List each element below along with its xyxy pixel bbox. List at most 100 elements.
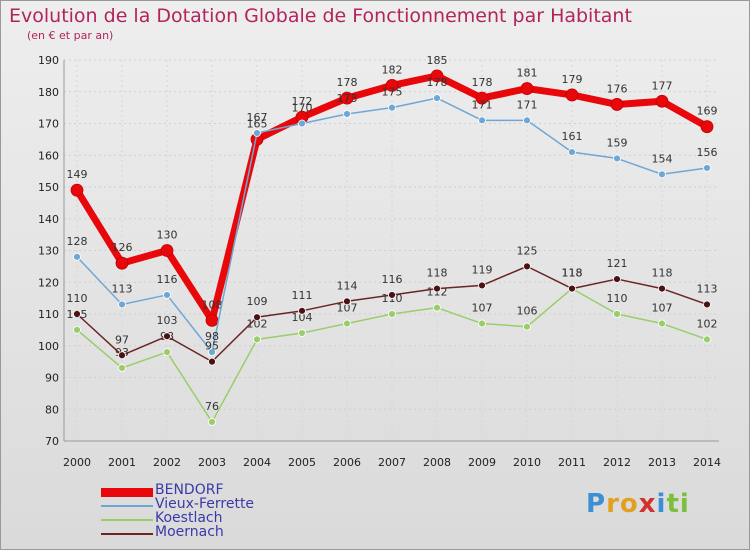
- data-label: 107: [472, 302, 493, 315]
- x-tick-label: 2002: [153, 456, 181, 469]
- data-label: 173: [337, 92, 358, 105]
- data-point: [208, 357, 216, 366]
- data-label: 113: [697, 282, 718, 295]
- legend-swatch: [101, 487, 153, 497]
- data-point: [658, 319, 666, 328]
- legend-item: Koestlach: [101, 510, 301, 527]
- y-tick-label: 130: [38, 245, 59, 258]
- data-point: [610, 98, 624, 111]
- data-label: 156: [697, 146, 718, 159]
- data-label: 118: [562, 267, 583, 280]
- x-tick-label: 2003: [198, 456, 226, 469]
- data-label: 103: [157, 314, 178, 327]
- x-tick-label: 2010: [513, 456, 541, 469]
- x-tick-label: 2005: [288, 456, 316, 469]
- data-point: [703, 335, 711, 344]
- data-label: 76: [205, 400, 219, 413]
- data-label: 95: [205, 340, 219, 353]
- data-label: 182: [382, 63, 403, 76]
- x-tick-label: 2001: [108, 456, 136, 469]
- data-point: [73, 310, 81, 318]
- data-point: [343, 297, 351, 306]
- data-label: 110: [67, 292, 88, 305]
- data-label: 178: [427, 76, 448, 89]
- data-label: 178: [472, 76, 493, 89]
- data-point: [340, 91, 354, 105]
- logo-letter: x: [638, 489, 657, 519]
- logo-letter: r: [606, 489, 620, 519]
- data-label: 113: [112, 282, 133, 295]
- data-point: [163, 332, 171, 341]
- data-label: 118: [652, 267, 673, 280]
- data-point: [700, 120, 714, 134]
- y-tick-label: 110: [38, 308, 59, 321]
- data-label: 161: [562, 130, 583, 143]
- data-point: [388, 310, 396, 318]
- x-tick-label: 2008: [423, 456, 451, 469]
- data-point: [568, 148, 576, 156]
- logo-letter: o: [619, 489, 639, 519]
- data-label: 116: [157, 273, 178, 286]
- x-tick-label: 2007: [378, 456, 406, 469]
- data-point: [208, 348, 216, 357]
- y-tick-label: 120: [38, 276, 59, 289]
- data-point: [205, 313, 219, 327]
- data-point: [655, 94, 669, 108]
- data-point: [70, 183, 84, 197]
- data-point: [208, 418, 216, 426]
- data-point: [118, 351, 126, 360]
- y-tick-label: 170: [38, 118, 59, 131]
- x-tick-label: 2000: [63, 456, 91, 469]
- data-point: [523, 262, 531, 271]
- legend-label: BENDORF: [155, 482, 224, 498]
- data-label: 107: [337, 302, 358, 315]
- data-label: 116: [382, 273, 403, 286]
- data-point: [433, 94, 441, 102]
- data-label: 118: [427, 267, 448, 280]
- data-point: [73, 325, 81, 334]
- data-label: 121: [607, 257, 628, 270]
- data-label: 178: [337, 76, 358, 89]
- data-label: 159: [607, 136, 628, 149]
- data-label: 165: [247, 117, 268, 130]
- data-label: 169: [697, 105, 718, 118]
- y-tick-label: 180: [38, 86, 59, 99]
- data-label: 130: [157, 229, 178, 242]
- data-point: [343, 110, 351, 118]
- data-point: [565, 88, 579, 102]
- data-label: 107: [652, 302, 673, 315]
- data-point: [118, 300, 126, 309]
- data-point: [658, 284, 666, 293]
- data-label: 104: [292, 311, 313, 324]
- legend-label: Koestlach: [155, 510, 223, 526]
- data-point: [703, 300, 711, 309]
- data-label: 172: [292, 95, 313, 108]
- data-point: [523, 322, 531, 331]
- data-point: [478, 116, 486, 125]
- data-point: [163, 291, 171, 299]
- data-label: 128: [67, 235, 88, 248]
- data-label: 102: [247, 317, 268, 330]
- chart-subtitle: (en € et par an): [27, 29, 114, 42]
- legend-swatch: [101, 533, 153, 535]
- data-point: [478, 319, 486, 328]
- data-label: 170: [292, 102, 313, 115]
- data-point: [253, 129, 261, 137]
- data-point: [115, 256, 129, 270]
- legend-item: BENDORF: [101, 482, 301, 499]
- data-point: [613, 154, 621, 163]
- data-label: 185: [427, 54, 448, 67]
- y-tick-label: 150: [38, 181, 59, 194]
- data-point: [613, 275, 621, 283]
- data-point: [430, 69, 444, 83]
- legend-item: Vieux-Ferrette: [101, 496, 301, 513]
- data-point: [523, 116, 531, 125]
- y-tick-label: 70: [45, 435, 59, 448]
- data-label: 167: [247, 111, 268, 124]
- data-label: 171: [472, 98, 493, 111]
- x-tick-label: 2012: [603, 456, 631, 469]
- x-tick-label: 2009: [468, 456, 496, 469]
- proxiti-logo: Proxiti: [586, 489, 690, 519]
- x-tick-label: 2004: [243, 456, 271, 469]
